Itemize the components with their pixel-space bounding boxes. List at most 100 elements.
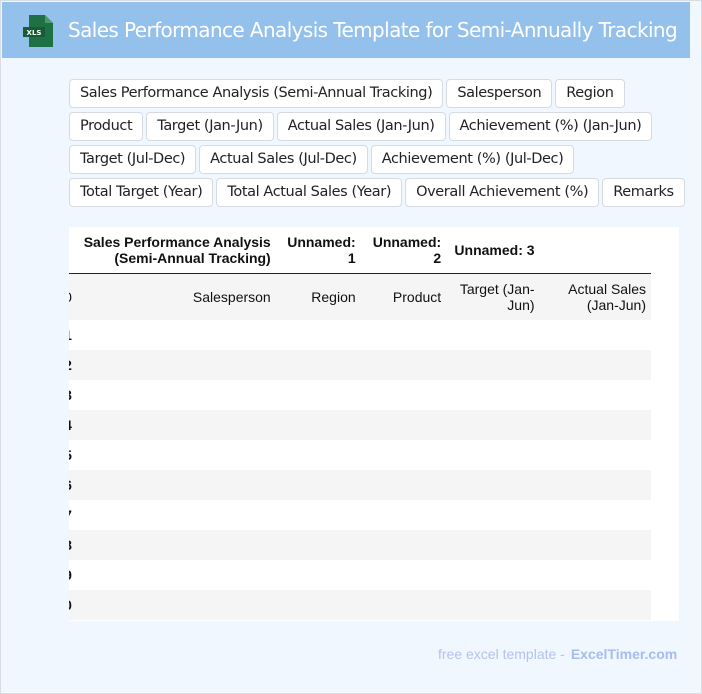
- table-cell: [446, 470, 540, 500]
- column-chip[interactable]: Target (Jan-Jun): [146, 112, 274, 141]
- table-cell: [360, 350, 447, 380]
- table-row: 1: [69, 320, 651, 350]
- table-cell: [76, 590, 276, 620]
- column-chip[interactable]: Total Target (Year): [69, 178, 214, 207]
- table-cell: [446, 320, 539, 350]
- footer-brand-link[interactable]: ExcelTimer.com: [570, 646, 678, 662]
- header-cell: Sales Performance Analysis (Semi-Annual …: [76, 227, 276, 274]
- table-cell: [446, 440, 539, 470]
- table-cell: [76, 470, 276, 500]
- table-cell: [540, 560, 651, 590]
- table-column-names-row: 0SalespersonRegionProductTarget (Jan-Jun…: [69, 273, 651, 320]
- column-chips: Sales Performance Analysis (Semi-Annual …: [69, 79, 694, 207]
- table-row: 9: [69, 560, 651, 590]
- column-name-cell: Actual Sales (Jan-Jun): [539, 273, 651, 320]
- column-chip[interactable]: Salesperson: [446, 79, 553, 108]
- column-name-cell: Region: [275, 273, 361, 320]
- table-cell: [360, 530, 447, 560]
- table-cell: [446, 380, 539, 410]
- table-cell: [539, 350, 651, 380]
- column-chip[interactable]: Achievement (%) (Jul-Dec): [370, 145, 575, 174]
- table-cell: [77, 560, 276, 590]
- footer: free excel template - ExcelTimer.com: [438, 646, 677, 662]
- table-cell: [275, 590, 361, 620]
- table-row: 7: [69, 500, 651, 530]
- table-cell: [446, 350, 540, 380]
- xls-file-icon: XLS: [23, 15, 53, 47]
- table-cell: [446, 530, 540, 560]
- column-chip[interactable]: Total Actual Sales (Year): [216, 178, 403, 207]
- column-chip[interactable]: Remarks: [602, 178, 685, 207]
- table-cell: [276, 380, 361, 410]
- table-cell: [446, 410, 540, 440]
- data-table-container[interactable]: Sales Performance Analysis (Semi-Annual …: [69, 227, 679, 621]
- row-index: 6: [69, 470, 77, 500]
- table-cell: [360, 470, 447, 500]
- row-index: 7: [69, 500, 77, 530]
- row-index: 9: [69, 560, 77, 590]
- column-chip[interactable]: Target (Jul-Dec): [69, 145, 197, 174]
- column-chip[interactable]: Sales Performance Analysis (Semi-Annual …: [69, 79, 444, 108]
- table-row: 5: [69, 440, 651, 470]
- table-row: 6: [69, 470, 651, 500]
- row-index: 4: [69, 410, 77, 440]
- table-row: 8: [69, 530, 651, 560]
- table-cell: [77, 440, 276, 470]
- table-row: 10: [69, 590, 651, 620]
- table-cell: [76, 410, 276, 440]
- table-cell: [446, 560, 539, 590]
- header-cell: Unnamed: 1: [275, 227, 361, 274]
- table-cell: [361, 380, 447, 410]
- table-cell: [275, 350, 361, 380]
- column-name-cell: Target (Jan-Jun): [446, 273, 540, 320]
- table-cell: [361, 320, 447, 350]
- table-cell: [275, 470, 361, 500]
- page-title: Sales Performance Analysis Template for …: [68, 18, 678, 42]
- column-name-cell: Product: [360, 273, 447, 320]
- table-row: 3: [69, 380, 651, 410]
- table-cell: [540, 440, 651, 470]
- table-cell: [77, 500, 276, 530]
- column-chip[interactable]: Actual Sales (Jul-Dec): [199, 145, 368, 174]
- table-cell: [276, 560, 361, 590]
- column-chip[interactable]: Region: [555, 79, 625, 108]
- header-cell: [69, 227, 77, 274]
- row-index: 5: [69, 440, 77, 470]
- table-header-row: Sales Performance Analysis (Semi-Annual …: [69, 227, 651, 274]
- table-cell: [76, 530, 276, 560]
- table-row: 2: [69, 350, 651, 380]
- row-index: 3: [69, 380, 77, 410]
- column-chip[interactable]: Achievement (%) (Jan-Jun): [448, 112, 653, 141]
- row-index: 10: [69, 590, 77, 620]
- table-cell: [77, 380, 276, 410]
- table-cell: [77, 320, 276, 350]
- table-cell: [539, 590, 651, 620]
- table-cell: [361, 500, 447, 530]
- table-cell: [361, 440, 447, 470]
- row-index: 8: [69, 530, 77, 560]
- row-index: 2: [69, 350, 77, 380]
- table-cell: [275, 530, 361, 560]
- table-cell: [540, 500, 651, 530]
- table-cell: [276, 500, 361, 530]
- table-cell: [361, 560, 447, 590]
- table-cell: [276, 320, 361, 350]
- column-name-cell: 0: [69, 273, 77, 320]
- table-cell: [446, 500, 539, 530]
- column-chip[interactable]: Product: [69, 112, 144, 141]
- column-chip[interactable]: Actual Sales (Jan-Jun): [276, 112, 446, 141]
- table-cell: [539, 470, 651, 500]
- svg-text:XLS: XLS: [27, 29, 42, 37]
- table-cell: [540, 320, 651, 350]
- row-index: 1: [69, 320, 77, 350]
- column-chip[interactable]: Overall Achievement (%): [405, 178, 600, 207]
- header-cell: [539, 227, 651, 274]
- table-cell: [76, 350, 276, 380]
- table-cell: [360, 410, 447, 440]
- data-table: Sales Performance Analysis (Semi-Annual …: [69, 227, 651, 620]
- table-cell: [275, 410, 361, 440]
- table-cell: [276, 440, 361, 470]
- header-bar: XLS Sales Performance Analysis Template …: [2, 2, 690, 58]
- table-cell: [539, 530, 651, 560]
